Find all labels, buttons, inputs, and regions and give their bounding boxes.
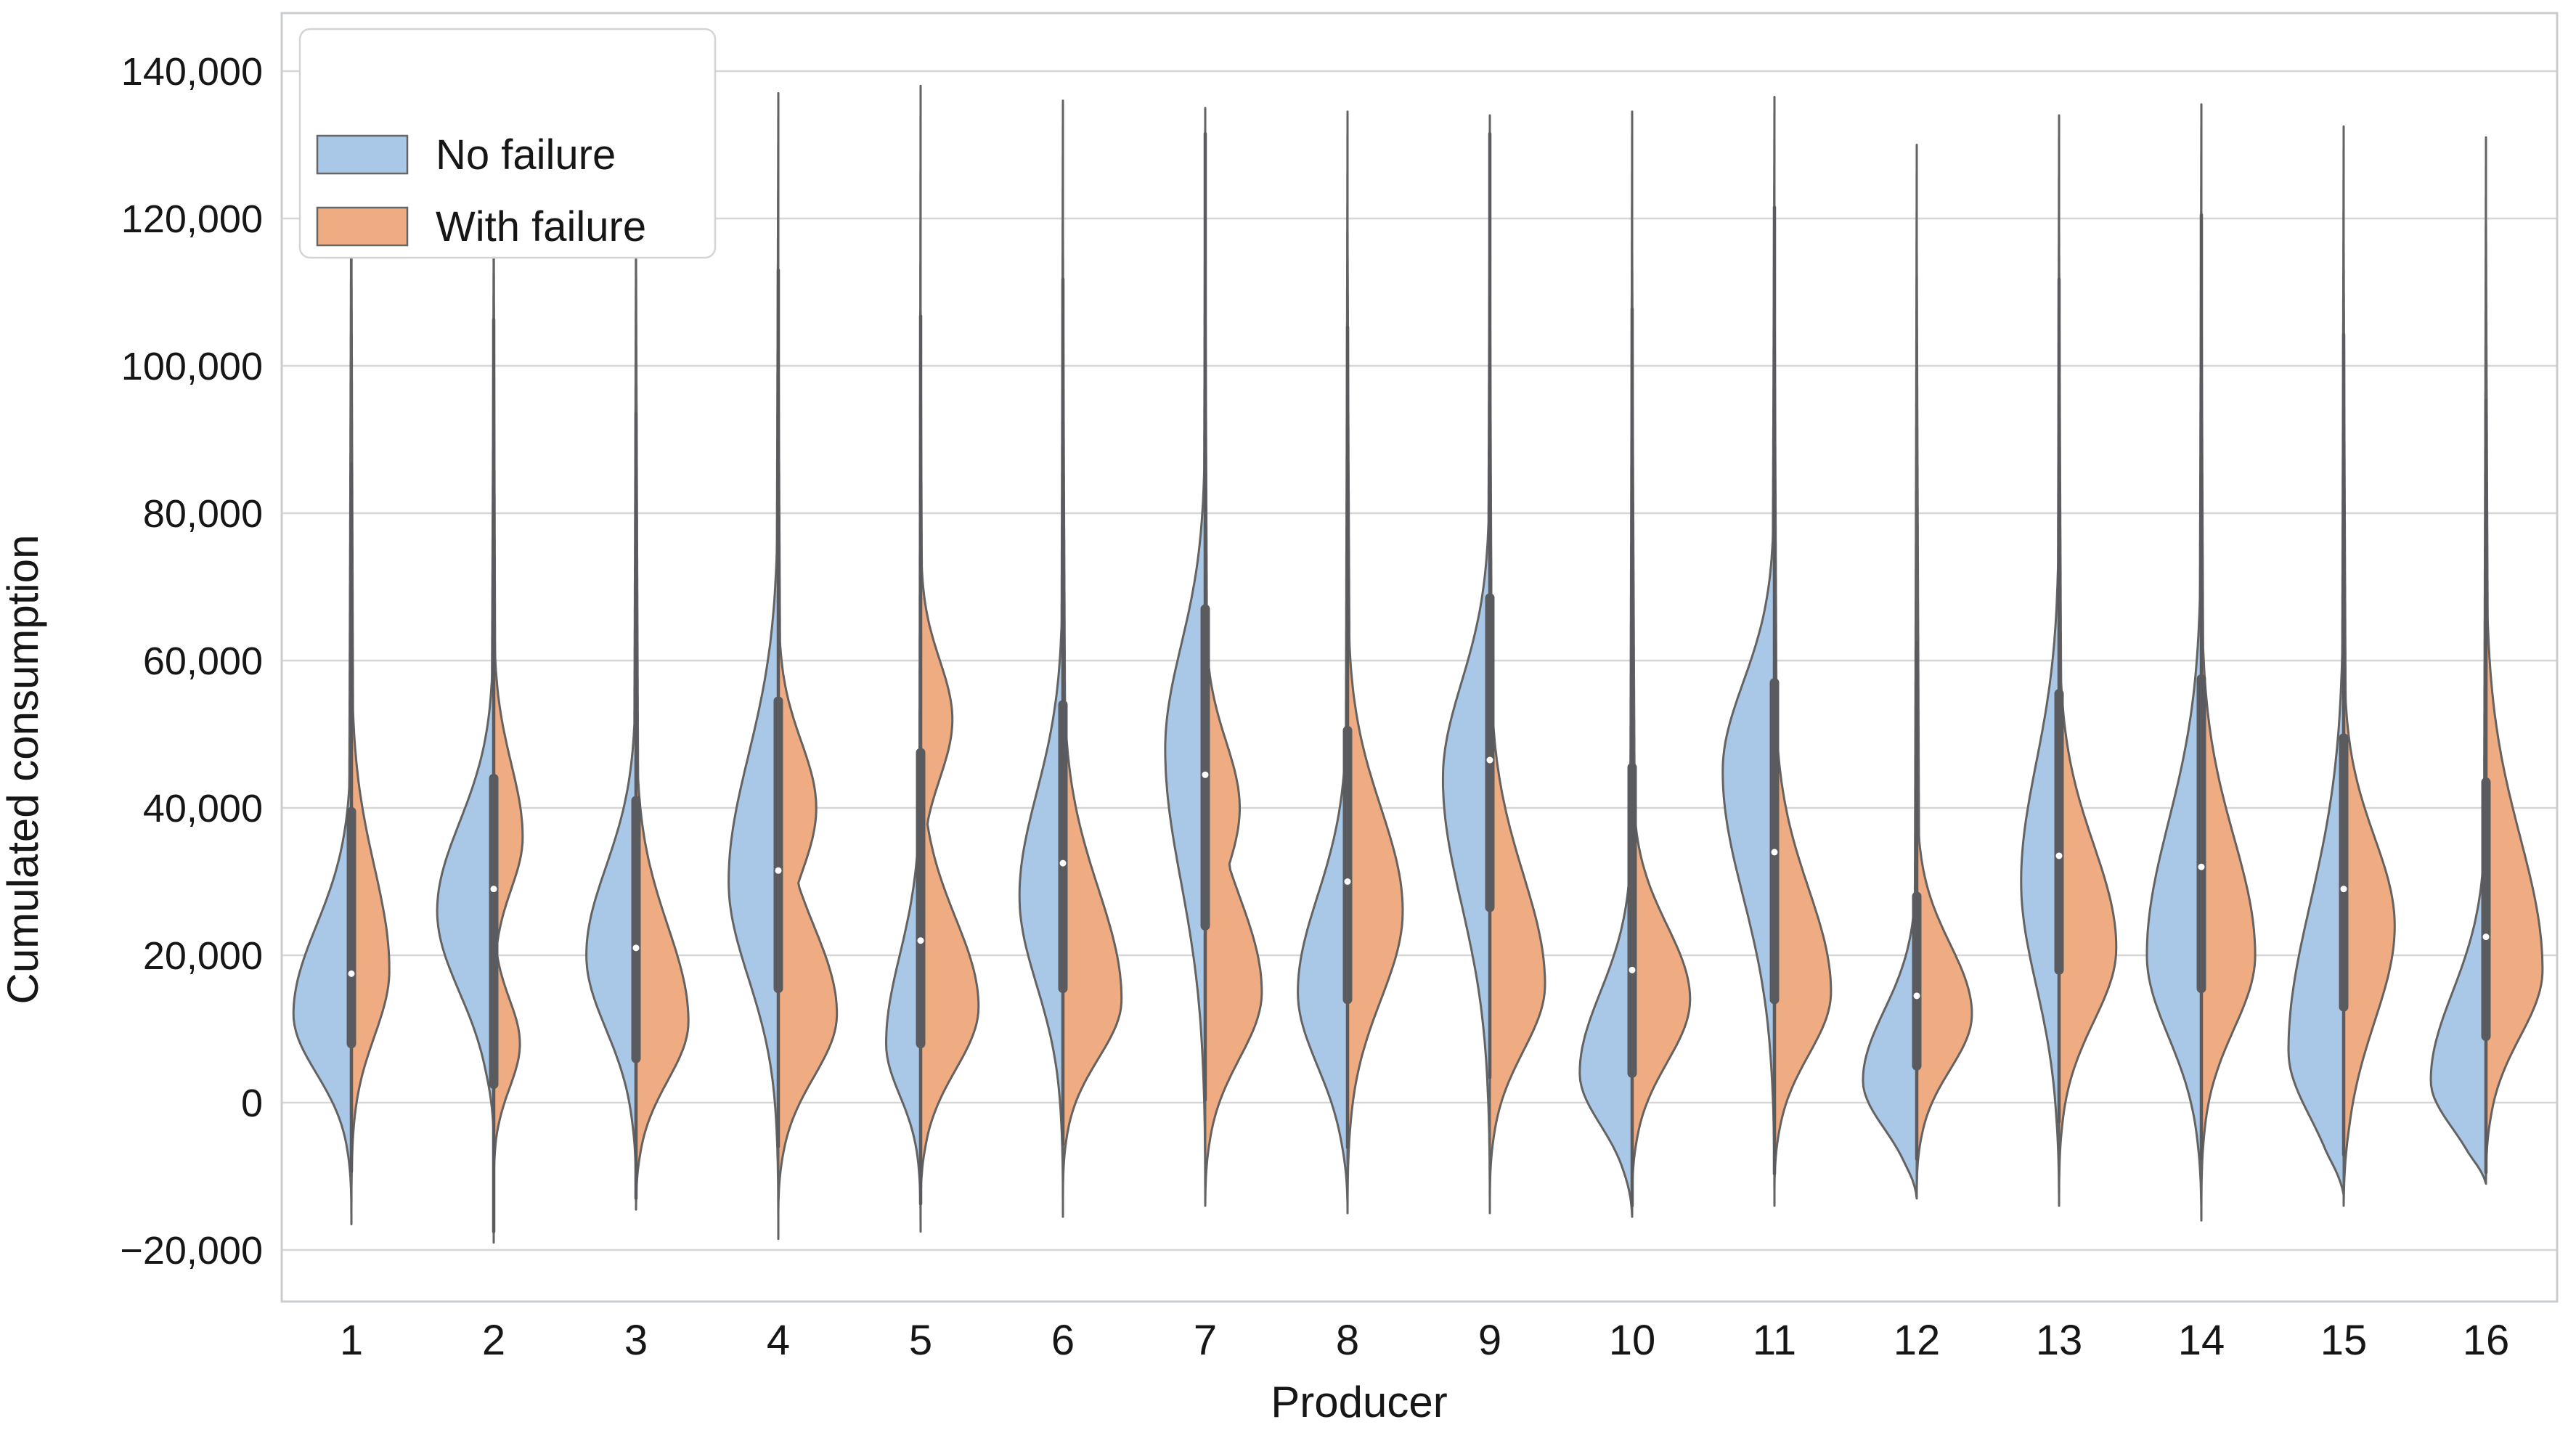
x-tick-label-producer-10: 10: [1609, 1317, 1656, 1364]
median-dot-producer-6: [1059, 859, 1067, 867]
violin-no-failure-producer-4: [727, 91, 780, 1241]
violin-with-failure-producer-16: [2485, 203, 2544, 1182]
violin-no-failure-producer-6: [1018, 99, 1064, 1218]
violin-no-failure-producer-11: [1721, 96, 1776, 1207]
violin-no-failure-producer-14: [2145, 103, 2203, 1222]
y-tick-label: −20,000: [120, 1229, 263, 1272]
violin-no-failure-producer-1: [292, 91, 353, 1218]
x-tick-label-producer-15: 15: [2320, 1317, 2368, 1364]
median-dot-producer-2: [490, 886, 497, 893]
median-dot-producer-7: [1202, 771, 1209, 778]
legend-label-no-failure: No failure: [436, 131, 616, 179]
violin-no-failure-producer-7: [1164, 107, 1207, 1204]
median-dot-producer-14: [2198, 863, 2205, 870]
y-tick-label: 20,000: [143, 934, 263, 978]
violin-no-failure-producer-9: [1441, 114, 1491, 1214]
y-tick-label: 100,000: [121, 345, 263, 388]
violin-with-failure-producer-3: [635, 232, 690, 1211]
y-tick-label: 60,000: [143, 640, 263, 683]
median-dot-producer-8: [1344, 878, 1351, 885]
x-tick-label-producer-16: 16: [2463, 1317, 2510, 1364]
violin-with-failure-producer-8: [1346, 217, 1404, 1214]
x-tick-label-producer-3: 3: [624, 1317, 648, 1364]
violin-with-failure-producer-14: [2200, 210, 2257, 1214]
y-tick-label: 120,000: [121, 197, 263, 241]
median-dot-producer-3: [632, 944, 640, 952]
y-tick-label: 40,000: [143, 787, 263, 830]
median-dot-producer-9: [1486, 756, 1493, 764]
violin-no-failure-producer-8: [1297, 110, 1349, 1207]
violin-with-failure-producer-5: [919, 291, 980, 1207]
legend-box: [298, 28, 717, 259]
violin-no-failure-producer-3: [585, 210, 637, 1193]
y-axis-title: Cumulated consumption: [0, 534, 47, 1004]
x-tick-label-producer-14: 14: [2178, 1317, 2225, 1364]
legend-swatch-with-failure: [316, 206, 409, 247]
y-tick-label: 80,000: [143, 492, 263, 536]
violin-with-failure-producer-1: [350, 210, 391, 1225]
violin-with-failure-producer-11: [1773, 210, 1833, 1193]
x-tick-label-producer-13: 13: [2036, 1317, 2083, 1364]
legend-swatch-no-failure: [316, 134, 409, 175]
x-tick-label-producer-12: 12: [1894, 1317, 1941, 1364]
x-tick-label-producer-8: 8: [1336, 1317, 1359, 1364]
median-dot-producer-13: [2055, 852, 2063, 859]
x-tick-label-producer-11: 11: [1753, 1317, 1796, 1364]
median-dot-producer-12: [1913, 992, 1920, 1000]
plot-border: [280, 12, 2559, 1303]
x-tick-label-producer-9: 9: [1478, 1317, 1501, 1364]
median-dot-producer-5: [917, 937, 924, 944]
x-axis-title: Producer: [1271, 1378, 1447, 1426]
median-dot-producer-15: [2340, 886, 2347, 893]
x-tick-label-producer-4: 4: [767, 1317, 790, 1364]
y-tick-label: 0: [241, 1082, 263, 1125]
violin-no-failure-producer-5: [885, 84, 922, 1233]
legend-label-with-failure: With failure: [436, 203, 646, 250]
x-tick-label-producer-1: 1: [340, 1317, 363, 1364]
median-dot-producer-10: [1629, 966, 1636, 973]
x-tick-label-producer-6: 6: [1051, 1317, 1075, 1364]
median-dot-producer-16: [2482, 934, 2490, 941]
median-dot-producer-11: [1771, 849, 1778, 856]
violin-with-failure-producer-9: [1488, 203, 1546, 1200]
x-tick-label-producer-2: 2: [482, 1317, 505, 1364]
violin-no-failure-producer-10: [1578, 110, 1634, 1218]
x-tick-label-producer-5: 5: [909, 1317, 932, 1364]
violin-with-failure-producer-15: [2342, 232, 2396, 1207]
violin-no-failure-producer-2: [436, 232, 495, 1141]
violin-with-failure-producer-4: [777, 276, 839, 1214]
x-tick-label-producer-7: 7: [1194, 1317, 1217, 1364]
violin-with-failure-producer-7: [1204, 203, 1263, 1207]
y-tick-label: 140,000: [121, 50, 263, 94]
violin-with-failure-producer-10: [1631, 232, 1692, 1200]
violin-with-failure-producer-12: [1915, 232, 1973, 1193]
median-dot-producer-4: [775, 867, 782, 874]
violin-no-failure-producer-12: [1862, 144, 1918, 1200]
median-dot-producer-1: [348, 970, 355, 977]
